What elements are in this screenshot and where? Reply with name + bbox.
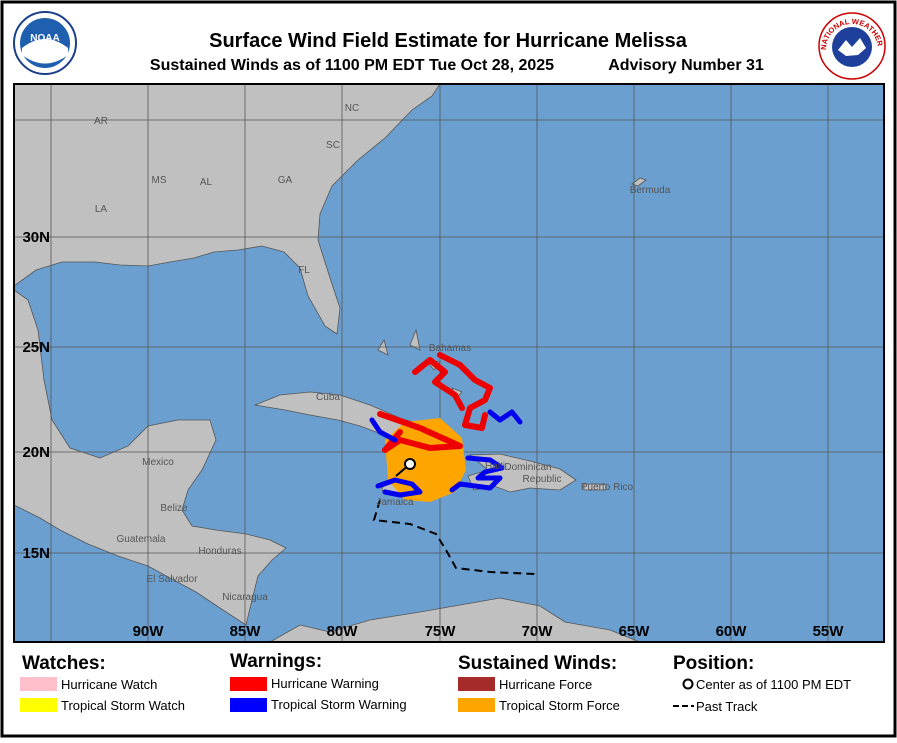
noaa-logo: NOAA [13, 11, 77, 75]
place-label: MS [152, 175, 167, 186]
place-label: Bermuda [630, 185, 671, 196]
place-label: Mexico [142, 457, 174, 468]
place-label: El Salvador [146, 574, 198, 585]
place-label: Dominican [504, 462, 551, 473]
longitude-labels: 90W 85W 80W 75W 70W 65W 60W 55W [133, 623, 845, 640]
place-label: Republic [523, 474, 562, 485]
legend-swatch [20, 677, 57, 691]
legend-item: Center as of 1100 PM EDT [696, 677, 851, 692]
noaa-logo-text: NOAA [30, 33, 59, 44]
legend-symbol [682, 678, 694, 690]
place-label: FL [298, 265, 310, 276]
longitude-label: 75W [425, 623, 457, 640]
place-label: Cuba [316, 392, 340, 403]
storm-center [404, 458, 416, 470]
legend-item: Hurricane Watch [61, 677, 157, 692]
tropical-storm-warning [375, 477, 423, 498]
legend-swatch [230, 698, 267, 712]
subtitle: Sustained Winds as of 1100 PM EDT Tue Oc… [150, 57, 554, 74]
puerto-rico [583, 483, 607, 491]
legend-swatch [458, 677, 495, 691]
past-track [372, 499, 536, 575]
tropical-storm-warning [487, 409, 523, 425]
bermuda [631, 177, 647, 187]
hurricane-warning [377, 411, 463, 453]
legend-heading: Sustained Winds: [458, 653, 617, 674]
legend-heading: Warnings: [230, 651, 322, 672]
longitude-label: 65W [619, 623, 651, 640]
longitude-label: 55W [813, 623, 845, 640]
latitude-labels: 30N 25N 20N 15N [22, 229, 50, 562]
place-label: Honduras [198, 546, 241, 557]
title: Surface Wind Field Estimate for Hurrican… [209, 30, 688, 52]
hurricane-warning [412, 357, 465, 411]
longitude-label: 60W [716, 623, 748, 640]
legend-item: Past Track [696, 699, 758, 714]
legend-swatch [230, 677, 267, 691]
hurricane-warning [437, 352, 493, 431]
legend-item: Tropical Storm Warning [271, 697, 407, 712]
place-label: Haiti [485, 461, 505, 472]
legend-item: Tropical Storm Watch [61, 698, 185, 713]
latitude-label: 30N [22, 229, 50, 246]
place-label: Jamaica [376, 497, 414, 508]
place-label: Guatemala [117, 534, 166, 545]
place-label: LA [95, 204, 108, 215]
tropical-storm-warning [449, 455, 505, 493]
place-labels: AR NC SC MS AL GA LA FL Bermuda Bahamas Cuba Mexico… [94, 103, 671, 603]
legend-heading: Position: [673, 653, 754, 674]
south-america [269, 597, 641, 642]
tropical-storm-warning [369, 417, 398, 443]
place-label: GA [278, 175, 293, 186]
graticule [14, 84, 884, 642]
place-label: AL [200, 177, 213, 188]
legend-item: Hurricane Force [499, 677, 592, 692]
latitude-label: 20N [22, 444, 50, 461]
latitude-label: 25N [22, 339, 50, 356]
longitude-label: 85W [230, 623, 262, 640]
mexico-central-america [14, 289, 287, 626]
place-label: SC [326, 140, 340, 151]
map: AR NC SC MS AL GA LA FL Bermuda Bahamas Cuba Mexico… [13, 83, 885, 643]
legend-heading: Watches: [22, 653, 106, 674]
united-states [14, 84, 441, 335]
legend: Watches: Hurricane Watch Tropical Storm … [20, 651, 851, 714]
legend-swatch [458, 698, 495, 712]
place-label: Puerto Rico [581, 482, 634, 493]
longitude-label: 80W [327, 623, 359, 640]
longitude-label: 70W [522, 623, 554, 640]
place-label: NC [345, 103, 359, 114]
place-label: Nicaragua [222, 592, 268, 603]
place-label: Bahamas [429, 343, 471, 354]
longitude-label: 90W [133, 623, 165, 640]
place-label: Belize [160, 503, 188, 514]
legend-item: Hurricane Warning [271, 676, 379, 691]
legend-swatch [20, 698, 57, 712]
legend-item: Tropical Storm Force [499, 698, 620, 713]
latitude-label: 15N [22, 545, 50, 562]
advisory: Advisory Number 31 [608, 57, 764, 74]
place-label: AR [94, 116, 108, 127]
map-border [13, 83, 885, 643]
